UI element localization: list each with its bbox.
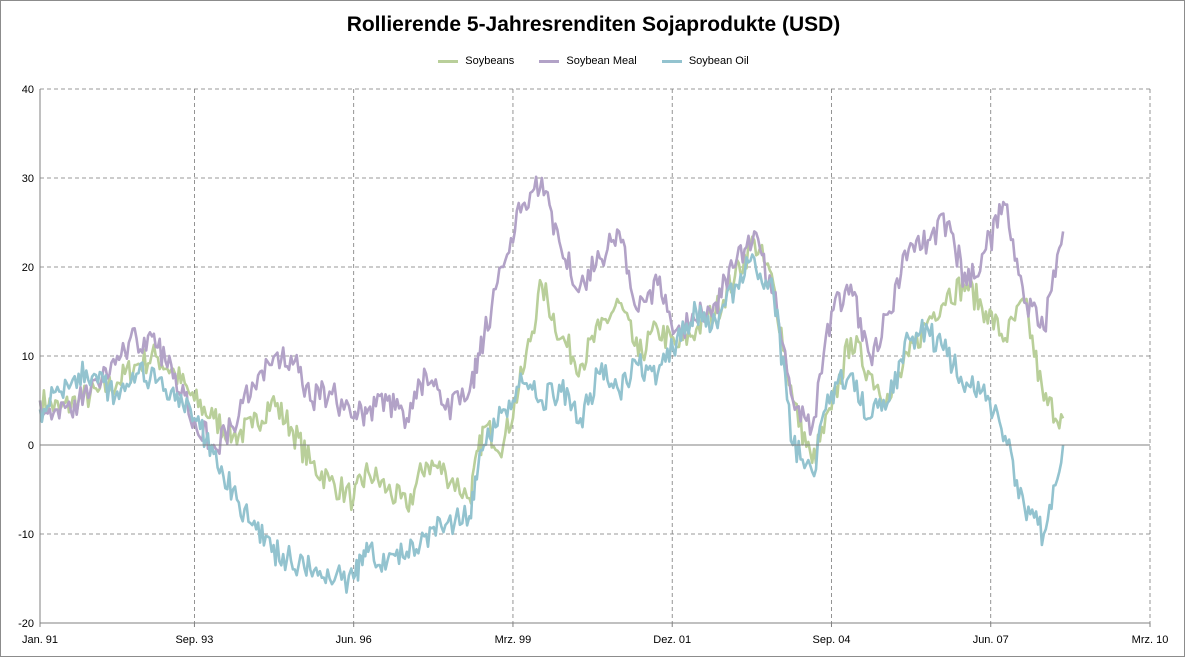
legend-label-soybean-meal: Soybean Meal xyxy=(566,55,637,67)
series-line-soybeans xyxy=(38,235,1065,513)
legend-swatch-soybean-oil xyxy=(661,59,682,63)
y-tick-label: -20 xyxy=(18,618,34,630)
y-tick-label: 0 xyxy=(28,440,34,452)
legend-label-soybeans: Soybeans xyxy=(465,55,515,67)
axis-layer: -20 -10 0 10 20 30 40 Jan. 91 Sep. 93 Jun. 96 Mrz.… xyxy=(18,84,1168,646)
series-line-soybean-oil xyxy=(38,253,1065,594)
y-tick-label: -10 xyxy=(18,529,34,541)
x-tick-label: Sep. 04 xyxy=(813,634,851,646)
y-tick-label: 30 xyxy=(22,173,34,185)
legend-item-soybean-meal: Soybean Meal xyxy=(539,55,637,67)
legend-item-soybean-oil: Soybean Oil xyxy=(661,55,749,67)
legend-swatch-soybean-meal xyxy=(539,59,560,63)
legend-label-soybean-oil: Soybean Oil xyxy=(688,55,749,67)
x-tick-label: Mrz. 99 xyxy=(495,634,532,646)
chart-title: Rollierende 5-Jahresrenditen Sojaprodukt… xyxy=(346,13,841,36)
legend-item-soybeans: Soybeans xyxy=(438,55,514,67)
x-tick-label: Sep. 93 xyxy=(175,634,213,646)
x-tick-label: Mrz. 10 xyxy=(1132,634,1169,646)
x-tick-label: Jun. 96 xyxy=(336,634,372,646)
series-layer xyxy=(38,175,1065,594)
x-tick-label: Jun. 07 xyxy=(973,634,1009,646)
grid-layer xyxy=(40,88,1151,624)
series-line-soybean-meal xyxy=(38,175,1065,455)
legend: Soybeans Soybean Meal Soybean Oil xyxy=(0,55,1187,67)
y-tick-label: 40 xyxy=(22,84,34,96)
x-tick-label: Dez. 01 xyxy=(653,634,691,646)
y-tick-label: 10 xyxy=(22,351,34,363)
x-tick-label: Jan. 91 xyxy=(22,634,58,646)
y-tick-label: 20 xyxy=(22,262,34,274)
legend-swatch-soybeans xyxy=(438,59,459,63)
